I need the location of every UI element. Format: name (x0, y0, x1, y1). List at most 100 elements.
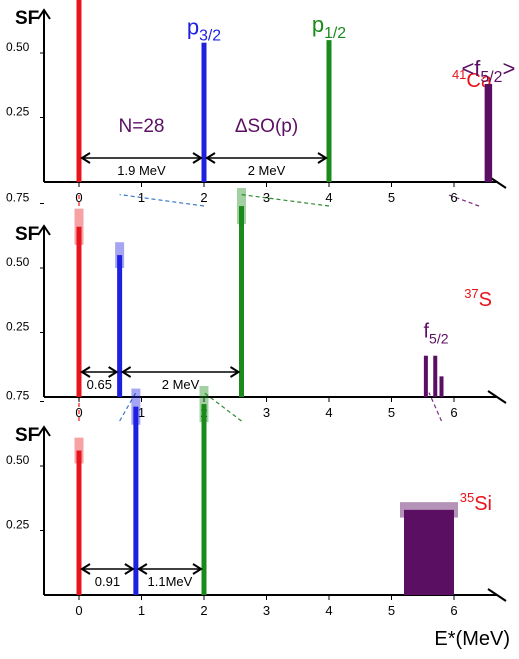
x-tick-label: 0 (75, 405, 82, 420)
y-tick-label: 0.50 (6, 255, 30, 269)
bar-p-12 (239, 206, 244, 397)
bar-f-52 (433, 355, 438, 397)
y-tick-label: 0.25 (6, 518, 30, 532)
gap-value: 1.9 MeV (117, 163, 166, 178)
peak-label-p-12: p1/2 (312, 12, 346, 42)
x-tick-label: 2 (200, 603, 207, 618)
x-tick-label: 0 (75, 190, 82, 205)
peak-label-p-32-main: p (187, 15, 199, 40)
bar-p-12 (201, 404, 207, 595)
f52-label: f5/2 (423, 320, 448, 346)
y-tick-label: 0.75 (6, 389, 30, 403)
gap-value: 2 MeV (248, 163, 286, 178)
y-tick-label: 0.50 (6, 40, 30, 54)
x-tick-label: 1 (138, 190, 145, 205)
gap-value: 0.65 (87, 377, 112, 392)
x-tick-label: 4 (325, 190, 332, 205)
gap-arrow-head-left (80, 366, 91, 378)
gap-arrow-head-left (205, 152, 216, 164)
peak-label-f-52: <f5/2> (461, 56, 515, 86)
nucleus-mass: 35 (460, 490, 474, 505)
f52-label-sub: 5/2 (429, 330, 449, 346)
nucleus-symbol: Si (474, 493, 492, 515)
panel-ca: SF01234560.750.500.2541Caf7/2p3/2p1/2<f5… (6, 0, 515, 205)
y-tick-label: 0.50 (6, 453, 30, 467)
y-tick-label: 0.25 (6, 320, 30, 334)
x-axis-arrow (487, 390, 507, 404)
y-axis-arrow (37, 224, 51, 236)
correlation-line (241, 194, 330, 207)
x-axis-label: E*(MeV) (434, 628, 510, 650)
peak-label-p-32: p3/2 (187, 15, 221, 45)
nucleus-label: 37S (464, 286, 492, 311)
peak-label-f-52-suffix: > (502, 56, 515, 81)
gap-arrow-head-left (80, 152, 91, 164)
gap-arrow-head-right (192, 152, 203, 164)
correlation-lines (78, 194, 480, 422)
x-tick-label: 6 (450, 405, 457, 420)
gap-arrow-head-left (136, 563, 148, 575)
x-tick-label: 1 (138, 603, 145, 618)
x-tick-label: 1 (138, 405, 145, 420)
nucleus-mass: 41 (452, 67, 466, 82)
gap-value: 2 MeV (162, 377, 200, 392)
bar-p-32 (133, 406, 139, 595)
correlation-line (119, 194, 205, 207)
bar-p-32 (201, 42, 207, 183)
peak-label-f-52-main: <f (461, 56, 481, 81)
bar-f-52 (439, 376, 444, 397)
x-tick-label: 3 (263, 405, 270, 420)
bar-f-52 (484, 83, 493, 182)
nucleus-symbol: S (479, 289, 492, 311)
gap-title: N=28 (119, 116, 165, 137)
bar-p-32 (117, 255, 123, 397)
bar-f-72 (76, 450, 82, 595)
bar-f-52 (423, 355, 428, 397)
x-tick-label: 3 (263, 603, 270, 618)
f52-strength-block (404, 509, 454, 595)
peak-label-p-12-sub: 1/2 (324, 25, 346, 42)
y-axis-label: SF (15, 224, 39, 245)
gap-value: 1.1MeV (148, 574, 193, 589)
correlation-line (447, 194, 480, 207)
bar-f-72 (76, 0, 82, 183)
x-tick-label: 2 (200, 190, 207, 205)
y-tick-label: 0.75 (6, 191, 30, 205)
gap-arrow-head-right (317, 152, 328, 164)
bar-f-72 (76, 226, 82, 397)
x-axis-arrow (487, 588, 507, 602)
nucleus-label: 35Si (460, 490, 492, 515)
gap-arrow-head-right (124, 563, 135, 575)
panels: SF01234560.750.500.2541Caf7/2p3/2p1/2<f5… (6, 0, 515, 618)
x-tick-label: 3 (263, 190, 270, 205)
gap-arrow-head-right (108, 366, 119, 378)
x-tick-label: 5 (388, 405, 395, 420)
peak-label-f-52-sub: 5/2 (480, 69, 502, 86)
y-axis-arrow (37, 425, 51, 437)
y-tick-label: 0.25 (6, 105, 30, 119)
y-axis-label: SF (15, 425, 39, 446)
gap-arrow-head-right (192, 563, 203, 575)
x-tick-label: 5 (388, 190, 395, 205)
peak-label-p-12-main: p (312, 12, 324, 37)
x-tick-label: 6 (450, 190, 457, 205)
nucleus-mass: 37 (464, 286, 478, 301)
gap-arrow-head-left (120, 366, 132, 378)
x-tick-label: 4 (325, 405, 332, 420)
gap-title: ΔSO(p) (235, 116, 298, 137)
x-tick-label: 4 (325, 603, 332, 618)
x-tick-label: 5 (388, 603, 395, 618)
gap-arrow-head-left (80, 563, 91, 575)
correlation-line (119, 392, 137, 422)
y-axis-arrow (37, 8, 51, 20)
x-tick-label: 0 (75, 603, 82, 618)
peak-label-p-32-sub: 3/2 (199, 28, 221, 45)
bar-p-12 (326, 40, 332, 182)
f52-label-main: f (423, 320, 429, 342)
correlation-line (203, 392, 242, 422)
x-tick-label: 6 (450, 603, 457, 618)
y-axis-label: SF (15, 8, 39, 29)
